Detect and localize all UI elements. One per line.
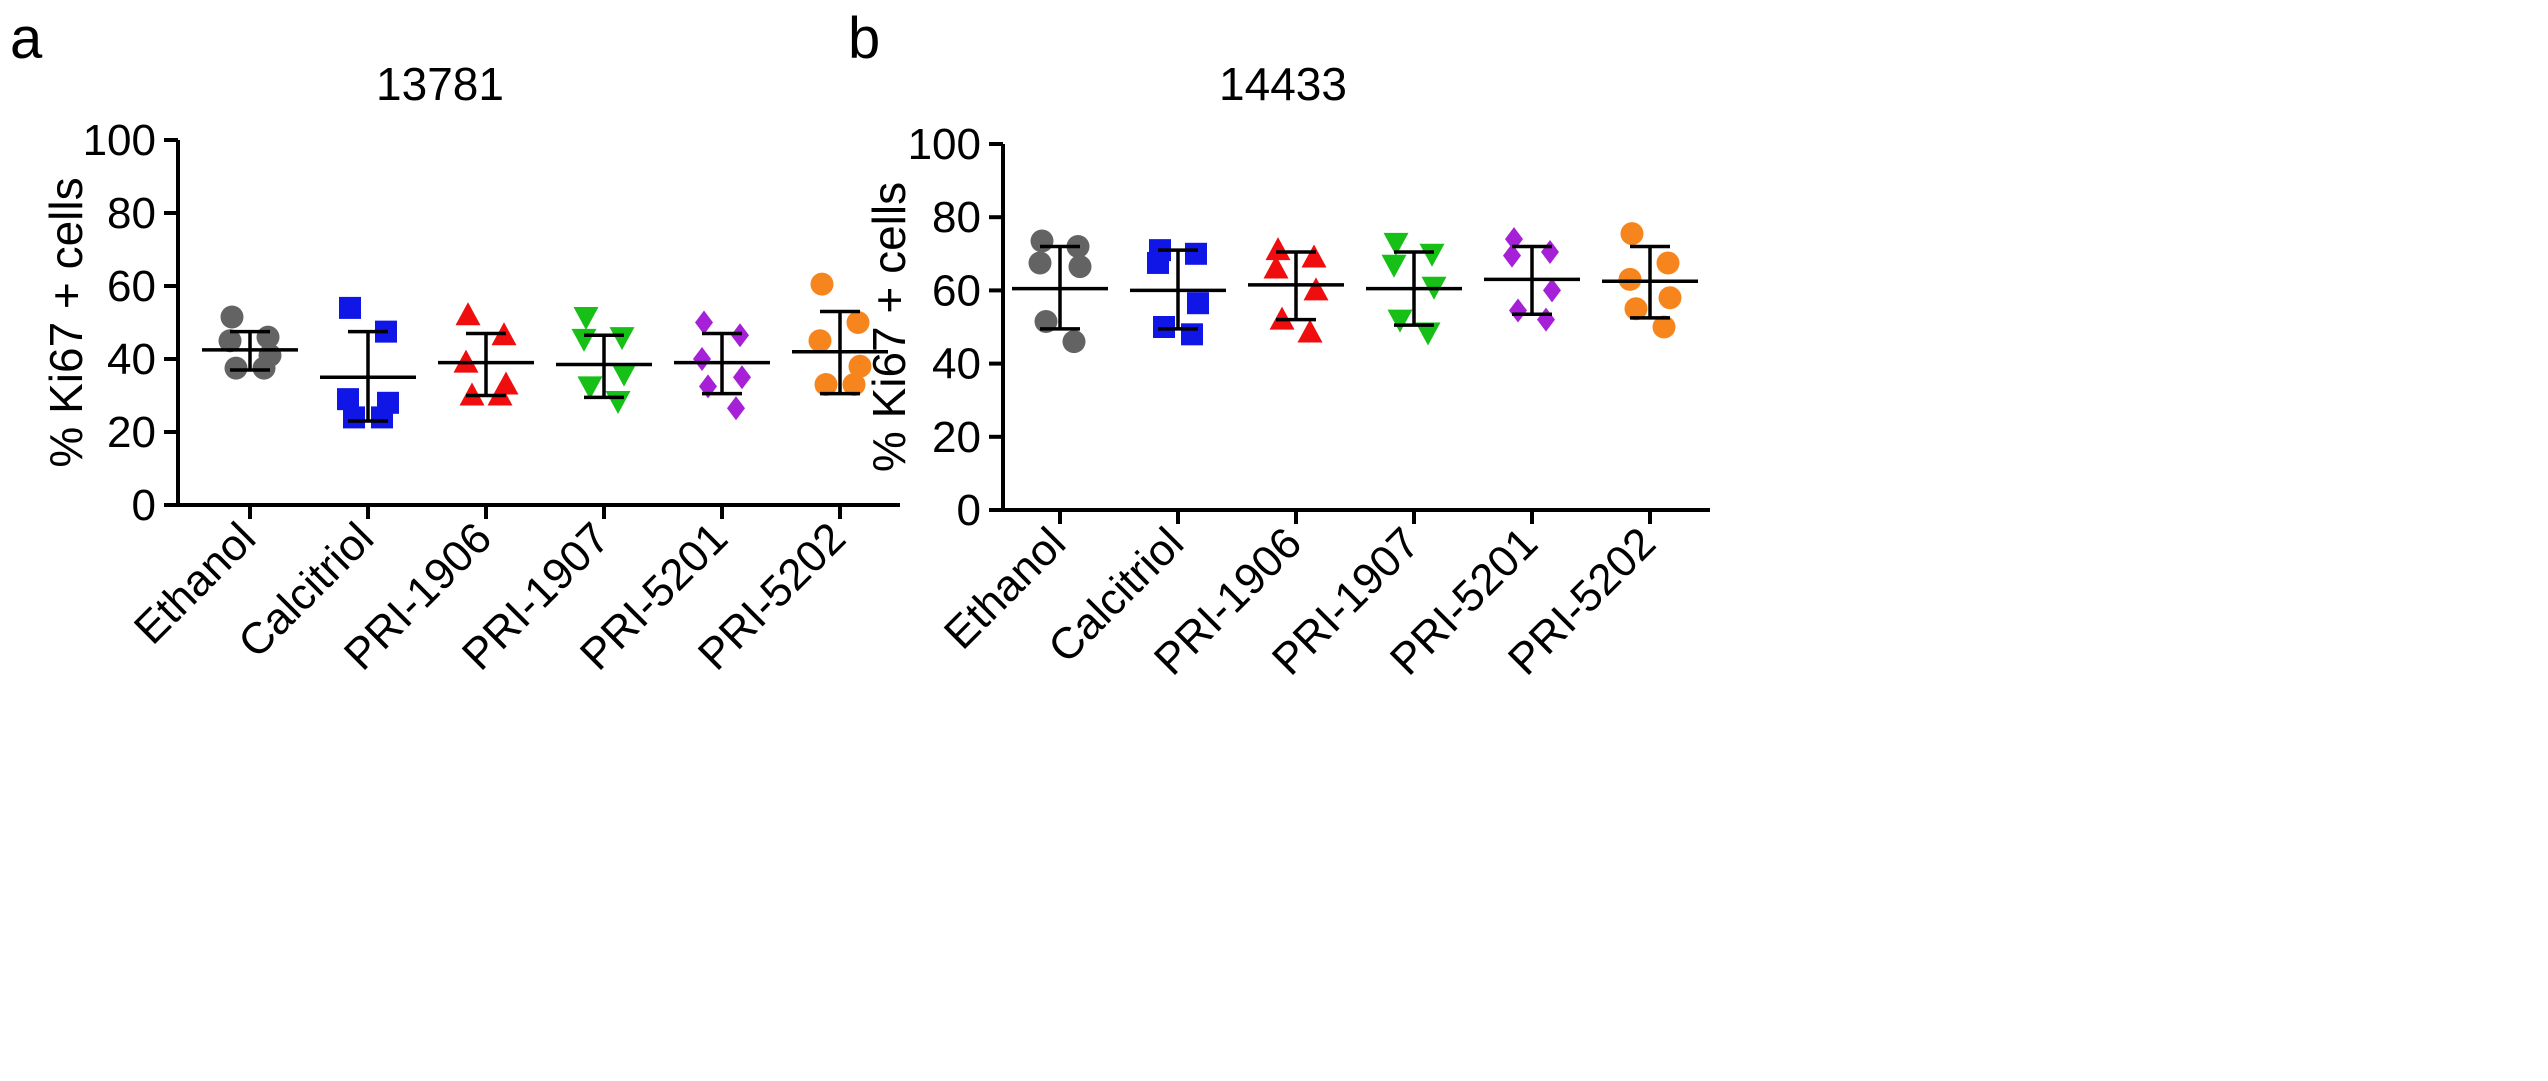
data-point — [1541, 239, 1559, 264]
y-tick-label: 20 — [932, 413, 981, 462]
data-point — [337, 388, 359, 411]
data-point — [343, 406, 365, 429]
data-point — [252, 356, 276, 380]
data-point — [1658, 286, 1682, 310]
data-point — [731, 323, 749, 348]
data-point — [1297, 319, 1323, 343]
data-point — [842, 373, 866, 397]
data-point — [220, 305, 244, 329]
data-point — [1030, 229, 1054, 253]
y-tick-label: 0 — [132, 481, 156, 530]
y-tick-label: 40 — [107, 335, 156, 384]
data-point — [810, 272, 834, 296]
y-tick-label: 60 — [932, 266, 981, 315]
data-point — [605, 390, 631, 414]
data-point — [1381, 254, 1407, 278]
chart-title: 13781 — [376, 58, 504, 110]
data-point — [1303, 277, 1329, 301]
data-point — [1387, 309, 1413, 333]
data-point — [814, 373, 838, 397]
data-point — [1028, 251, 1052, 275]
y-tick-label: 40 — [932, 340, 981, 389]
y-axis-label: % Ki67 + cells — [40, 177, 92, 467]
y-tick-label: 100 — [908, 120, 981, 169]
data-point — [848, 354, 872, 378]
data-point — [727, 396, 745, 421]
data-point — [571, 328, 597, 352]
y-axis-label: % Ki67 + cells — [863, 182, 915, 472]
data-point — [339, 296, 361, 319]
data-point — [371, 406, 393, 429]
data-point — [1652, 315, 1676, 339]
data-point — [1383, 232, 1409, 256]
data-point — [573, 307, 599, 331]
panel-label: b — [848, 6, 880, 71]
chart-title: 14433 — [1219, 58, 1347, 110]
data-point — [1181, 323, 1203, 346]
y-tick-label: 80 — [932, 193, 981, 242]
data-point — [1419, 243, 1445, 267]
data-point — [1656, 251, 1680, 275]
data-point — [1618, 267, 1642, 291]
data-point — [455, 302, 481, 326]
y-tick-label: 60 — [107, 262, 156, 311]
data-point — [1187, 292, 1209, 315]
data-point — [846, 311, 870, 334]
y-tick-label: 80 — [107, 189, 156, 238]
y-tick-label: 20 — [107, 408, 156, 457]
data-point — [808, 329, 832, 353]
data-point — [1624, 297, 1648, 321]
data-point — [1185, 242, 1207, 265]
data-point — [1147, 251, 1169, 274]
data-point — [1503, 243, 1521, 268]
y-tick-label: 0 — [957, 486, 981, 535]
data-point — [577, 376, 603, 400]
data-point — [1068, 255, 1092, 279]
data-point — [1537, 307, 1555, 332]
data-point — [609, 327, 635, 351]
data-point — [1509, 298, 1527, 323]
data-point — [611, 363, 637, 387]
data-point — [1301, 244, 1327, 268]
panel-label: a — [10, 6, 43, 71]
data-point — [1263, 255, 1289, 279]
data-point — [218, 329, 242, 353]
data-point — [1265, 237, 1291, 261]
data-point — [1620, 222, 1644, 246]
data-point — [224, 356, 248, 380]
data-point — [1153, 316, 1175, 338]
data-point — [1062, 330, 1086, 354]
data-point — [733, 365, 751, 390]
data-point — [693, 347, 711, 371]
data-point — [1415, 322, 1441, 346]
y-tick-label: 100 — [83, 116, 156, 165]
data-point — [695, 310, 713, 335]
data-point — [1543, 278, 1561, 303]
